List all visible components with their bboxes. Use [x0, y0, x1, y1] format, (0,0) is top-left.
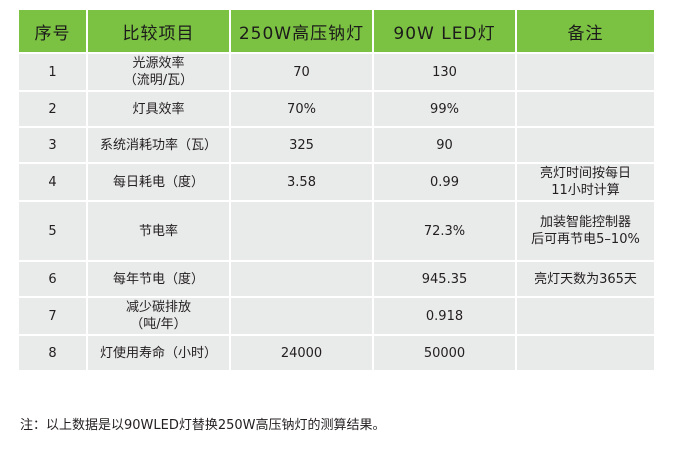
row-led-value: 0.99 — [374, 164, 515, 200]
row-item: 减少碳排放 （吨/年） — [88, 298, 229, 334]
row-item: 每年节电（度） — [88, 262, 229, 296]
row-item: 光源效率 （流明/瓦） — [88, 54, 229, 90]
header-led-lamp: 90W LED灯 — [374, 10, 515, 52]
row-number: 3 — [19, 128, 86, 162]
row-note — [517, 128, 654, 162]
row-led-value: 130 — [374, 54, 515, 90]
row-sodium-value — [231, 262, 372, 296]
row-led-value: 50000 — [374, 336, 515, 370]
row-sodium-value — [231, 202, 372, 260]
header-item: 比较项目 — [88, 10, 229, 52]
row-sodium-value: 70 — [231, 54, 372, 90]
table-row: 8 灯使用寿命（小时） 24000 50000 — [19, 336, 654, 370]
row-note — [517, 298, 654, 334]
row-sodium-value: 3.58 — [231, 164, 372, 200]
row-number: 1 — [19, 54, 86, 90]
row-led-value: 945.35 — [374, 262, 515, 296]
table-row: 3 系统消耗功率（瓦） 325 90 — [19, 128, 654, 162]
row-note: 亮灯天数为365天 — [517, 262, 654, 296]
row-led-value: 72.3% — [374, 202, 515, 260]
row-note — [517, 54, 654, 90]
table-row: 4 每日耗电（度） 3.58 0.99 亮灯时间按每日 11小时计算 — [19, 164, 654, 200]
header-note: 备注 — [517, 10, 654, 52]
row-sodium-value: 24000 — [231, 336, 372, 370]
row-item: 系统消耗功率（瓦） — [88, 128, 229, 162]
row-item: 每日耗电（度） — [88, 164, 229, 200]
row-note: 亮灯时间按每日 11小时计算 — [517, 164, 654, 200]
row-number: 7 — [19, 298, 86, 334]
row-note: 加装智能控制器 后可再节电5–10% — [517, 202, 654, 260]
footnote: 注：以上数据是以90WLED灯替换250W高压钠灯的测算结果。 — [20, 418, 386, 433]
row-item: 灯具效率 — [88, 92, 229, 126]
comparison-table: 序号 比较项目 250W高压钠灯 90W LED灯 备注 1 光源效率 （流明/… — [17, 8, 656, 372]
row-note — [517, 336, 654, 370]
header-number: 序号 — [19, 10, 86, 52]
row-number: 6 — [19, 262, 86, 296]
row-note — [517, 92, 654, 126]
row-led-value: 99% — [374, 92, 515, 126]
row-led-value: 0.918 — [374, 298, 515, 334]
table-row: 1 光源效率 （流明/瓦） 70 130 — [19, 54, 654, 90]
row-item: 节电率 — [88, 202, 229, 260]
table-row: 2 灯具效率 70% 99% — [19, 92, 654, 126]
row-number: 5 — [19, 202, 86, 260]
table-row: 5 节电率 72.3% 加装智能控制器 后可再节电5–10% — [19, 202, 654, 260]
header-row: 序号 比较项目 250W高压钠灯 90W LED灯 备注 — [19, 10, 654, 52]
table-row: 7 减少碳排放 （吨/年） 0.918 — [19, 298, 654, 334]
row-number: 4 — [19, 164, 86, 200]
table-row: 6 每年节电（度） 945.35 亮灯天数为365天 — [19, 262, 654, 296]
row-led-value: 90 — [374, 128, 515, 162]
header-sodium-lamp: 250W高压钠灯 — [231, 10, 372, 52]
row-item: 灯使用寿命（小时） — [88, 336, 229, 370]
row-number: 8 — [19, 336, 86, 370]
row-sodium-value — [231, 298, 372, 334]
row-number: 2 — [19, 92, 86, 126]
row-sodium-value: 325 — [231, 128, 372, 162]
row-sodium-value: 70% — [231, 92, 372, 126]
